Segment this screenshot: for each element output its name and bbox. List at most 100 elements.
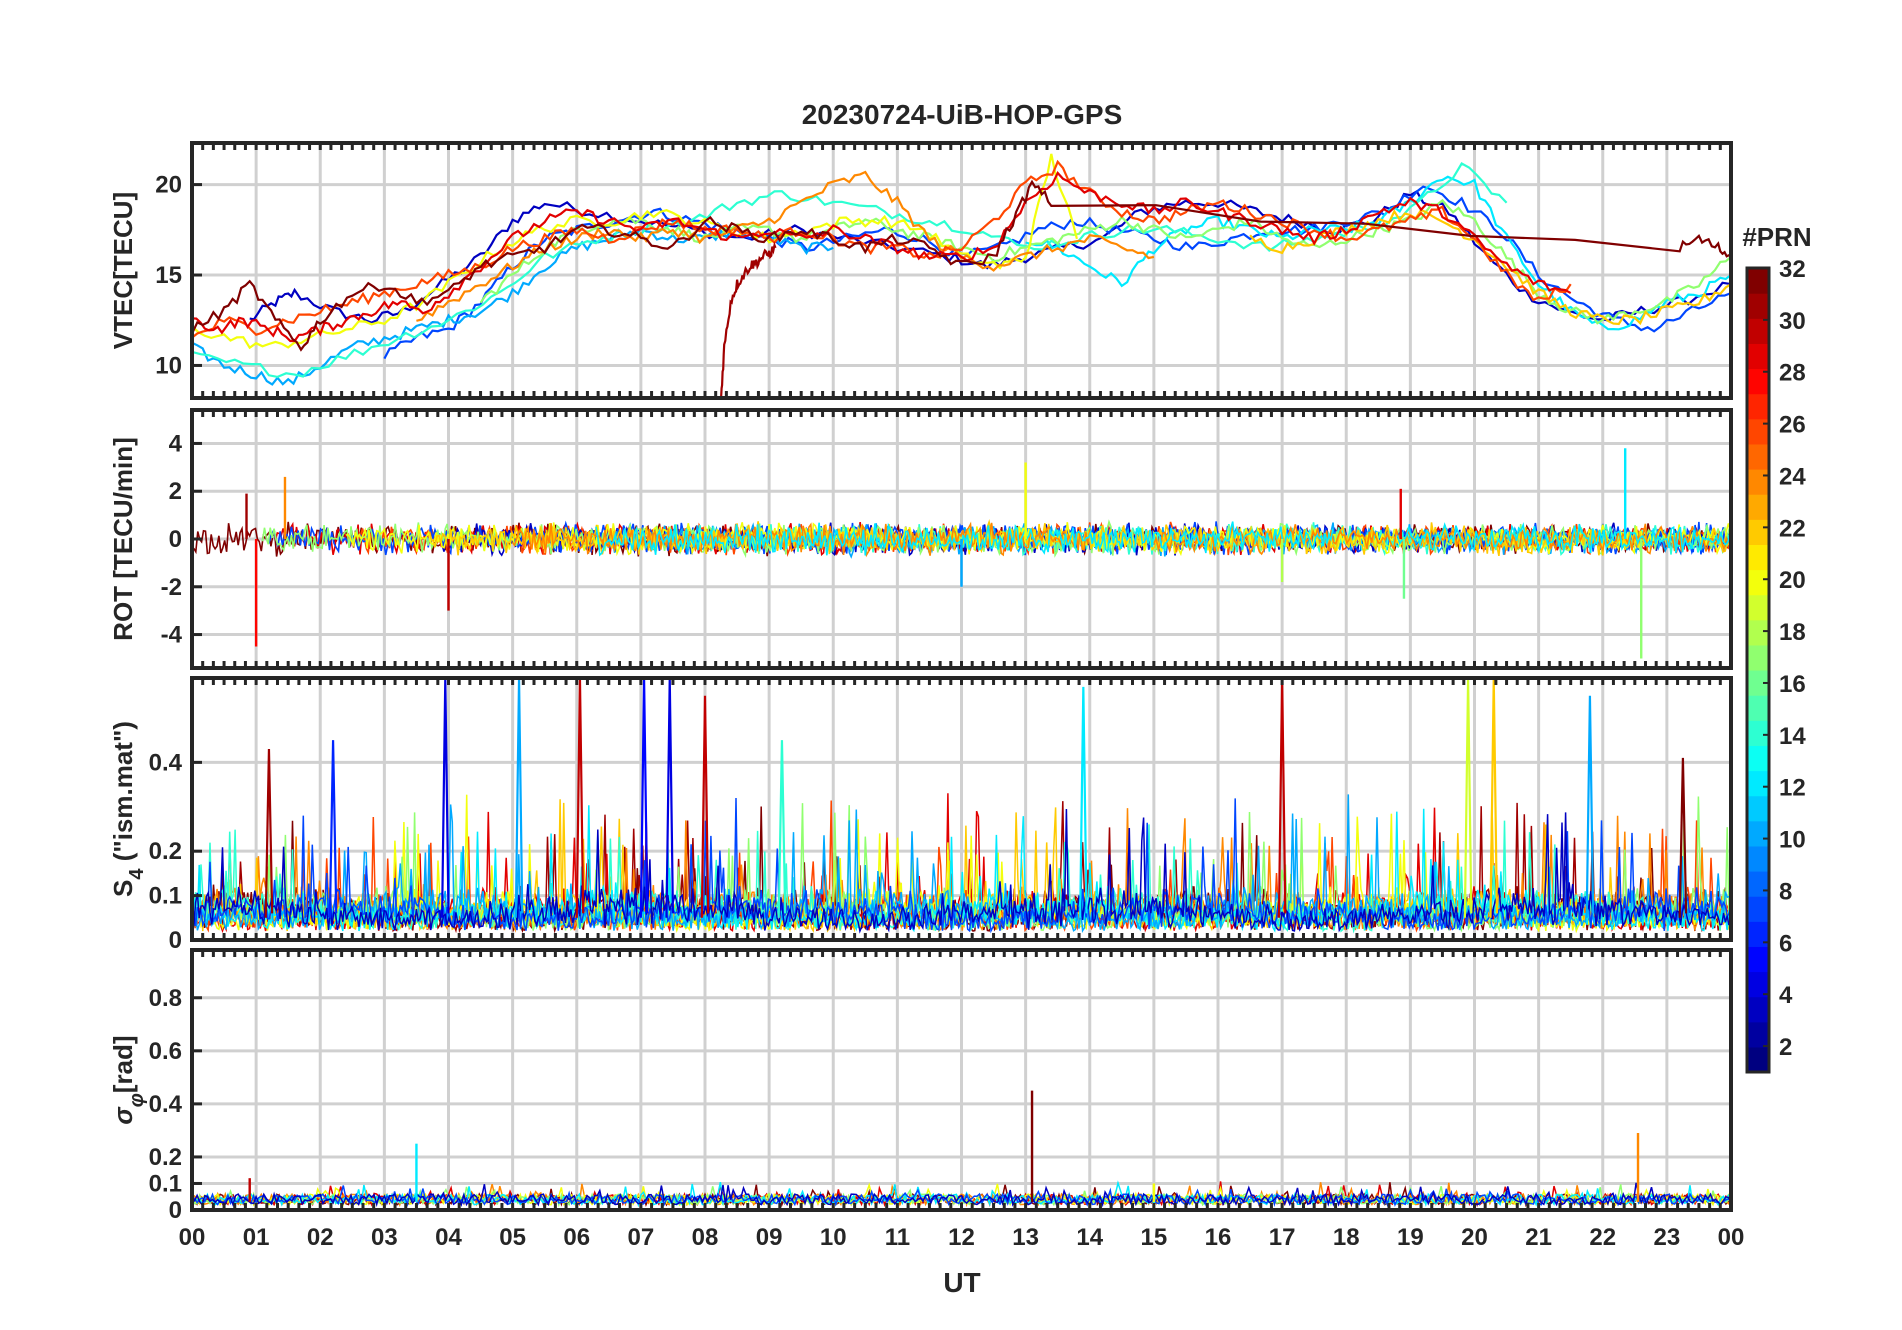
x-tick-label: 00 <box>1718 1224 1745 1251</box>
y-tick-label: 0.2 <box>149 1144 182 1171</box>
colorbar-level <box>1747 971 1769 998</box>
colorbar-level <box>1747 619 1769 646</box>
colorbar-level <box>1747 368 1769 395</box>
colorbar-label: #PRN <box>1742 222 1811 252</box>
sigma-series-prn-7 <box>192 1185 1731 1208</box>
y-tick-label: 20 <box>155 172 182 199</box>
x-tick-label: 03 <box>371 1224 398 1251</box>
colorbar-tick-label: 30 <box>1779 308 1806 335</box>
panel-1: 10 15 20 VTEC[TECU] <box>108 141 1733 400</box>
x-tick-label: 19 <box>1397 1224 1424 1251</box>
s4-peak <box>328 740 338 918</box>
vtec-series-prn-7 <box>383 185 1731 360</box>
y-tick-label: -2 <box>161 574 182 601</box>
y-tick-label: 10 <box>155 352 182 379</box>
colorbar-level <box>1747 1021 1769 1048</box>
rot-series-prn-24-b <box>1153 523 1731 556</box>
y-tick-label: 0 <box>169 1197 182 1224</box>
rot-series-prn-12-b <box>1396 521 1731 554</box>
y-tick-label: 2 <box>169 478 182 505</box>
vtec-series-prn-17 <box>479 198 1731 325</box>
panel-1-minor-ticks <box>201 143 1722 398</box>
s4-peak <box>1079 686 1088 918</box>
colorbar-level <box>1747 494 1769 520</box>
colorbar-tick-label: 4 <box>1779 982 1793 1009</box>
vtec-series-prn-31 <box>719 241 777 398</box>
vtec-series-prn-26 <box>192 159 1572 339</box>
panel-2-minor-ticks <box>201 410 1722 668</box>
colorbar-level <box>1747 544 1769 571</box>
colorbar-level <box>1747 418 1769 445</box>
colorbar-level <box>1747 443 1769 470</box>
colorbar-level <box>1747 644 1769 671</box>
y-tick-label: -4 <box>161 622 183 649</box>
panel-4: 00.10.2 0.4 0.6 0.8σφ[rad] <box>108 948 1733 1224</box>
chart-title: 20230724-UiB-HOP-GPS <box>802 99 1123 130</box>
s4-peak <box>264 749 274 918</box>
colorbar-level <box>1747 268 1769 294</box>
s4-series-prn-3 <box>192 808 1731 934</box>
s4-peak <box>440 678 450 918</box>
colorbar-level <box>1747 770 1769 797</box>
vtec-series-prn-14 <box>192 162 1508 379</box>
rot-series-prn-22-b <box>1711 527 1731 553</box>
y-tick-label: 0 <box>169 927 182 954</box>
colorbar-level <box>1747 393 1769 420</box>
x-tick-label: 02 <box>307 1224 334 1251</box>
panel-1-data <box>192 153 1731 398</box>
x-tick-label: 01 <box>243 1224 270 1251</box>
x-tick-label: 09 <box>756 1224 783 1251</box>
y-tick-label: 0 <box>169 526 182 553</box>
colorbar-level <box>1747 946 1769 973</box>
colorbar-level <box>1747 594 1769 621</box>
colorbar-tick-label: 6 <box>1779 930 1792 957</box>
panel-3-data <box>192 678 1731 934</box>
x-tick-label: 00 <box>179 1224 206 1251</box>
s4-peak <box>639 678 649 918</box>
colorbar-level <box>1747 896 1769 922</box>
colorbar-tick-label: 28 <box>1779 360 1806 387</box>
s4-peak <box>1463 678 1473 918</box>
panel-4-grid <box>192 950 1731 1212</box>
x-tick-label: 14 <box>1076 1224 1103 1251</box>
colorbar-tick-label: 10 <box>1779 827 1806 854</box>
colorbar-tick-label: 14 <box>1779 723 1806 750</box>
colorbar-level <box>1747 343 1769 370</box>
colorbar-level <box>1747 318 1769 344</box>
y-tick-label: 15 <box>155 262 182 289</box>
s4-peak <box>665 678 675 918</box>
panel-2-data <box>192 448 1731 659</box>
y-tick-label: 0.4 <box>149 749 183 776</box>
x-tick-label: 06 <box>563 1224 590 1251</box>
s4-peak <box>700 695 710 918</box>
colorbar-tick-label: 24 <box>1779 463 1806 490</box>
x-tick-label: 22 <box>1589 1224 1616 1251</box>
colorbar-level <box>1747 745 1769 772</box>
colorbar-frame <box>1745 266 1771 1074</box>
y-tick-label: 0.1 <box>149 883 182 910</box>
colorbar-level <box>1747 820 1769 847</box>
colorbar-level <box>1747 921 1769 947</box>
x-tick-label: 13 <box>1012 1224 1039 1251</box>
colorbar-tick-label: 12 <box>1779 775 1806 802</box>
x-tick-label: 11 <box>885 1224 910 1251</box>
panel-2: -4 -2 0 2 4 ROT [TECU/min] <box>108 408 1733 670</box>
x-tick-label: 10 <box>820 1224 847 1251</box>
panel-3: 0 0.1 0.2 0.4S4 ("ism.mat") <box>108 676 1733 954</box>
panel-1-y-label: VTEC[TECU] <box>108 192 138 349</box>
colorbar-tick-label: 20 <box>1779 567 1806 594</box>
panel-2-y-label: ROT [TECU/min] <box>108 437 138 641</box>
colorbar-tick-label: 26 <box>1779 412 1806 439</box>
x-tick-label: 16 <box>1205 1224 1232 1251</box>
x-tick-label: 21 <box>1525 1224 1552 1251</box>
colorbar-tick-label: 32 <box>1779 256 1806 283</box>
panel-4-y-label: σφ[rad] <box>108 1035 148 1124</box>
y-tick-label: 0.6 <box>149 1038 182 1065</box>
colorbar-level <box>1747 670 1769 696</box>
colorbar-level <box>1747 1046 1769 1073</box>
colorbar-level <box>1747 293 1769 319</box>
x-tick-label: 08 <box>692 1224 719 1251</box>
panel-4-minor-ticks <box>201 950 1722 1210</box>
x-tick-label: 20 <box>1461 1224 1488 1251</box>
colorbar-level <box>1747 845 1769 872</box>
